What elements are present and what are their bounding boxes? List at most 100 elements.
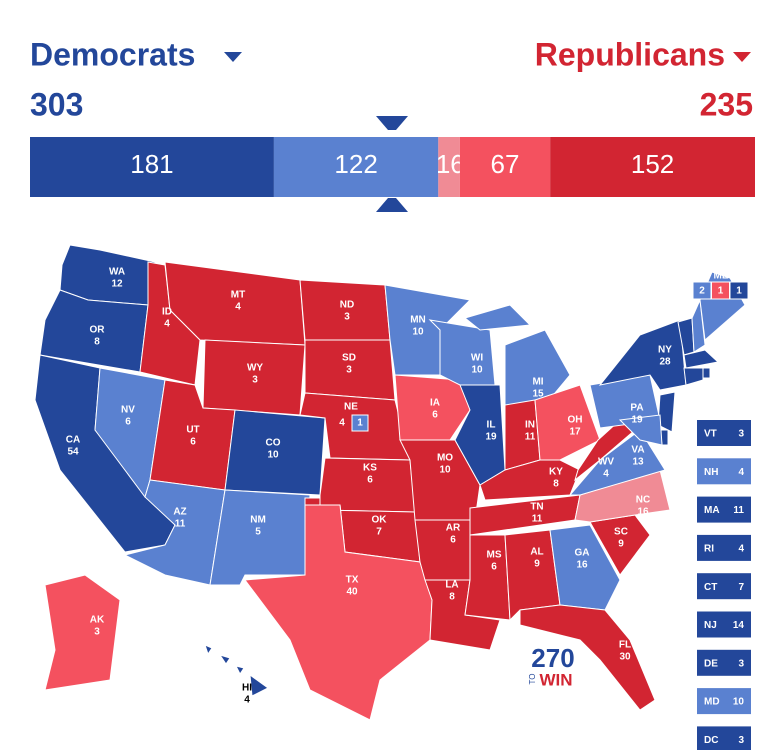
state-ev: 4 <box>603 469 609 480</box>
state-shape <box>209 489 311 586</box>
state-shape <box>244 504 433 721</box>
small-state-box[interactable] <box>697 688 751 715</box>
state-ev: 11 <box>525 432 536 443</box>
state-ev: 28 <box>659 357 671 368</box>
state-abbr: HI <box>242 683 252 694</box>
state-ev: 9 <box>534 559 540 570</box>
state-abbr: MS <box>487 550 502 561</box>
state-shape <box>549 524 621 611</box>
small-state-box[interactable] <box>697 573 751 600</box>
state-ev: 7 <box>376 527 382 538</box>
state-shape <box>519 604 656 711</box>
state-abbr: IN <box>525 420 535 431</box>
state-abbr: KY <box>549 467 563 478</box>
logo-to: TO <box>528 674 537 685</box>
state-ev: 3 <box>252 375 258 386</box>
state-abbr: SD <box>342 353 356 364</box>
state-ev: 40 <box>346 587 358 598</box>
small-state-box[interactable] <box>697 534 751 561</box>
small-state-box[interactable] <box>697 726 751 750</box>
district-box[interactable] <box>729 281 749 300</box>
small-state-ev: 11 <box>733 505 744 516</box>
state-abbr: AL <box>530 547 543 558</box>
small-state-box[interactable] <box>697 420 751 446</box>
bar-label: 67 <box>491 149 520 179</box>
small-state-abbr: VT <box>704 429 717 440</box>
small-state-box[interactable] <box>697 496 751 523</box>
district-box[interactable] <box>351 414 369 432</box>
state-ev: 11 <box>175 519 186 530</box>
state-abbr: OK <box>372 515 388 526</box>
state-shape <box>691 298 706 353</box>
bar-segment <box>438 137 460 197</box>
small-state-ev: 7 <box>738 582 744 593</box>
bar-segment <box>273 137 439 197</box>
state-abbr: NM <box>250 515 266 526</box>
state-abbr: PA <box>630 403 643 414</box>
state-abbr: LA <box>445 580 458 591</box>
bar: 181 122 16 67 152 <box>30 137 755 197</box>
state-ev: 4 <box>244 695 250 706</box>
state-shape <box>463 304 532 331</box>
dem-total: 303 <box>30 86 83 122</box>
marker-top <box>376 116 408 130</box>
state-abbr: WI <box>471 353 483 364</box>
state-ev: 3 <box>346 365 352 376</box>
state-abbr: AR <box>446 523 461 534</box>
state-abbr: CA <box>66 435 80 446</box>
district-ev: 1 <box>718 286 724 297</box>
dem-caret[interactable] <box>224 52 242 62</box>
bar-segment <box>459 137 551 197</box>
state-ev: 9 <box>618 539 624 550</box>
state-ev: 8 <box>553 479 559 490</box>
small-state-box[interactable] <box>697 458 751 485</box>
small-state-ev: 4 <box>738 467 744 478</box>
state-ev: 10 <box>439 465 451 476</box>
state-abbr: CO <box>266 438 281 449</box>
small-state-abbr: CT <box>704 582 717 593</box>
state-abbr: MN <box>410 315 426 326</box>
state-ev: 11 <box>532 514 543 525</box>
logo: 270 TO WIN <box>528 643 575 690</box>
state-shape <box>683 367 704 386</box>
state-abbr: ME <box>714 271 729 282</box>
state-ev: 17 <box>569 427 581 438</box>
state-abbr: TX <box>346 575 359 586</box>
state-ev: 6 <box>125 417 131 428</box>
state-ev: 16 <box>576 560 588 571</box>
state-ev: 10 <box>412 327 424 338</box>
logo-win: WIN <box>539 670 572 689</box>
state-shape <box>683 349 720 369</box>
bar-label: 152 <box>631 149 674 179</box>
rep-label[interactable]: Republicans <box>535 36 725 72</box>
rep-caret[interactable] <box>733 52 751 62</box>
state-abbr: MI <box>532 377 543 388</box>
state-ev: 8 <box>449 592 455 603</box>
small-state-ev: 3 <box>738 429 744 440</box>
dem-label[interactable]: Democrats <box>30 36 195 72</box>
state-abbr: MT <box>231 290 245 301</box>
state-shape <box>479 459 581 501</box>
small-state-abbr: MD <box>704 697 720 708</box>
state-shape <box>249 673 269 697</box>
state-ev: 19 <box>485 432 497 443</box>
bar-label: 122 <box>334 149 377 179</box>
bar-segment <box>30 137 274 197</box>
state-ev: 4 <box>339 418 345 429</box>
state-abbr: IA <box>430 398 440 409</box>
small-state-box[interactable] <box>697 649 751 676</box>
small-state-box[interactable] <box>697 611 751 638</box>
state-ev: 3 <box>94 627 100 638</box>
state-abbr: OR <box>90 325 106 336</box>
state-ev: 10 <box>471 365 483 376</box>
state-shape <box>123 479 226 586</box>
state-abbr: WV <box>598 457 614 468</box>
state-abbr: KS <box>363 463 377 474</box>
state-abbr: WY <box>247 363 263 374</box>
state-abbr: UT <box>186 425 199 436</box>
state-shape <box>504 329 571 406</box>
small-state-abbr: DC <box>704 735 718 746</box>
state-shape <box>618 414 663 446</box>
